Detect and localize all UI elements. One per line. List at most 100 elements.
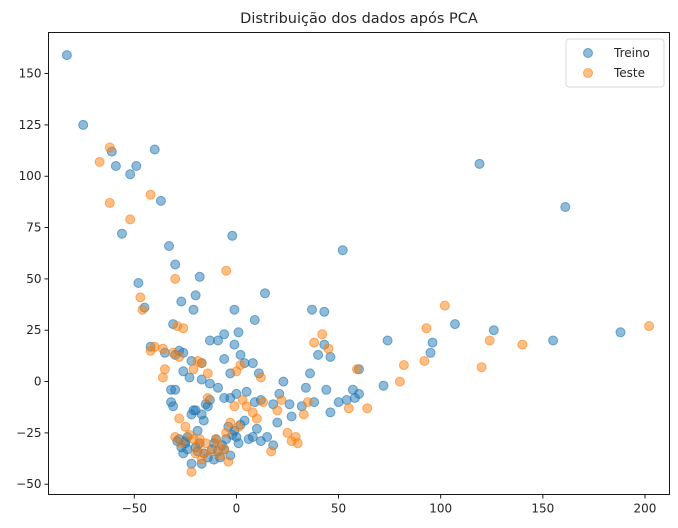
point-treino-87 — [168, 401, 179, 412]
point-teste-75 — [186, 466, 197, 477]
point-teste-46 — [202, 393, 213, 403]
point-teste-77 — [194, 434, 205, 445]
point-treino-71 — [341, 395, 352, 405]
point-treino-37 — [213, 335, 223, 346]
point-treino-24 — [219, 329, 230, 340]
point-treino-85 — [170, 384, 181, 395]
x-axis: −50 0 50 100 150 200 — [122, 494, 657, 516]
point-treino-16 — [560, 202, 571, 212]
point-treino-39 — [235, 349, 246, 360]
point-treino-8 — [155, 195, 166, 206]
point-treino-1 — [78, 119, 89, 130]
point-teste-73 — [170, 432, 181, 442]
point-treino-74 — [354, 388, 364, 399]
point-treino-25 — [249, 315, 260, 325]
point-teste-6 — [170, 273, 181, 284]
point-treino-62 — [300, 382, 311, 393]
y-tick-label-3: 25 — [26, 323, 41, 337]
point-teste-8 — [137, 304, 148, 315]
point-treino-63 — [305, 368, 315, 379]
point-teste-47 — [206, 446, 217, 457]
point-treino-60 — [284, 399, 295, 410]
x-tick-label-5: 200 — [634, 502, 657, 516]
point-teste-51 — [219, 444, 230, 455]
point-treino-117 — [239, 415, 250, 426]
point-teste-7 — [135, 292, 146, 303]
point-teste-24 — [255, 372, 266, 383]
point-treino-77 — [382, 335, 393, 346]
plot-area-frame — [48, 32, 670, 495]
point-teste-4 — [145, 189, 156, 200]
y-axis: −50 −25 0 25 50 75 100 125 150 — [16, 67, 49, 491]
point-treino-28 — [319, 306, 330, 317]
point-treino-98 — [198, 415, 209, 426]
point-teste-5 — [221, 265, 232, 276]
point-teste-55 — [229, 401, 240, 412]
point-treino-38 — [229, 339, 240, 350]
point-teste-30 — [394, 376, 405, 387]
point-teste-33 — [439, 300, 450, 311]
point-treino-78 — [427, 337, 438, 348]
point-teste-10 — [178, 323, 189, 334]
x-tick-label-1: 0 — [233, 502, 241, 516]
point-teste-52 — [221, 427, 232, 438]
x-tick-label-3: 100 — [429, 502, 452, 516]
legend: Treino Teste — [565, 38, 665, 88]
point-treino-59 — [286, 411, 297, 422]
point-teste-35 — [484, 335, 495, 346]
point-treino-45 — [178, 366, 189, 377]
point-treino-18 — [190, 290, 201, 301]
point-treino-81 — [488, 325, 499, 336]
point-teste-76 — [190, 448, 201, 459]
point-teste-64 — [276, 395, 287, 405]
point-teste-38 — [174, 413, 185, 424]
point-treino-3 — [110, 161, 121, 171]
point-treino-41 — [219, 354, 230, 364]
point-treino-11 — [133, 278, 144, 288]
point-treino-15 — [474, 158, 485, 169]
point-treino-27 — [307, 304, 317, 315]
point-teste-44 — [198, 448, 209, 459]
point-teste-39 — [180, 421, 191, 432]
point-treino-6 — [149, 144, 160, 155]
point-treino-4 — [125, 169, 136, 180]
point-treino-53 — [241, 386, 252, 397]
point-treino-119 — [247, 432, 258, 442]
point-teste-27 — [323, 343, 334, 354]
point-teste-31 — [419, 356, 430, 366]
point-teste-13 — [157, 343, 168, 354]
point-teste-68 — [292, 438, 303, 449]
point-teste-1 — [94, 156, 105, 167]
point-teste-69 — [298, 409, 309, 420]
point-treino-52 — [231, 388, 242, 399]
point-teste-26 — [317, 329, 328, 340]
point-treino-9 — [170, 259, 181, 270]
legend-marker-treino — [583, 48, 593, 58]
point-teste-32 — [421, 323, 432, 334]
point-teste-14 — [159, 364, 170, 375]
point-treino-58 — [278, 376, 289, 387]
y-tick-label-1: −25 — [16, 426, 41, 440]
point-treino-79 — [425, 347, 436, 358]
point-treino-122 — [262, 432, 273, 442]
x-tick-label-0: −50 — [122, 502, 147, 516]
point-treino-7 — [117, 228, 127, 239]
point-teste-29 — [398, 360, 409, 371]
point-treino-67 — [325, 351, 336, 362]
point-treino-22 — [229, 304, 240, 315]
point-teste-17 — [174, 351, 185, 362]
point-treino-115 — [233, 438, 244, 449]
point-teste-3 — [125, 214, 136, 225]
point-teste-37 — [644, 321, 655, 332]
y-tick-label-0: −50 — [16, 477, 41, 491]
point-treino-68 — [321, 384, 332, 395]
point-teste-72 — [362, 403, 373, 414]
y-tick-label-5: 75 — [26, 221, 41, 235]
points-layer — [61, 50, 655, 477]
legend-label-treino: Treino — [613, 46, 650, 60]
point-teste-62 — [266, 446, 277, 457]
point-teste-28 — [352, 364, 362, 375]
x-tick-label-4: 150 — [531, 502, 554, 516]
